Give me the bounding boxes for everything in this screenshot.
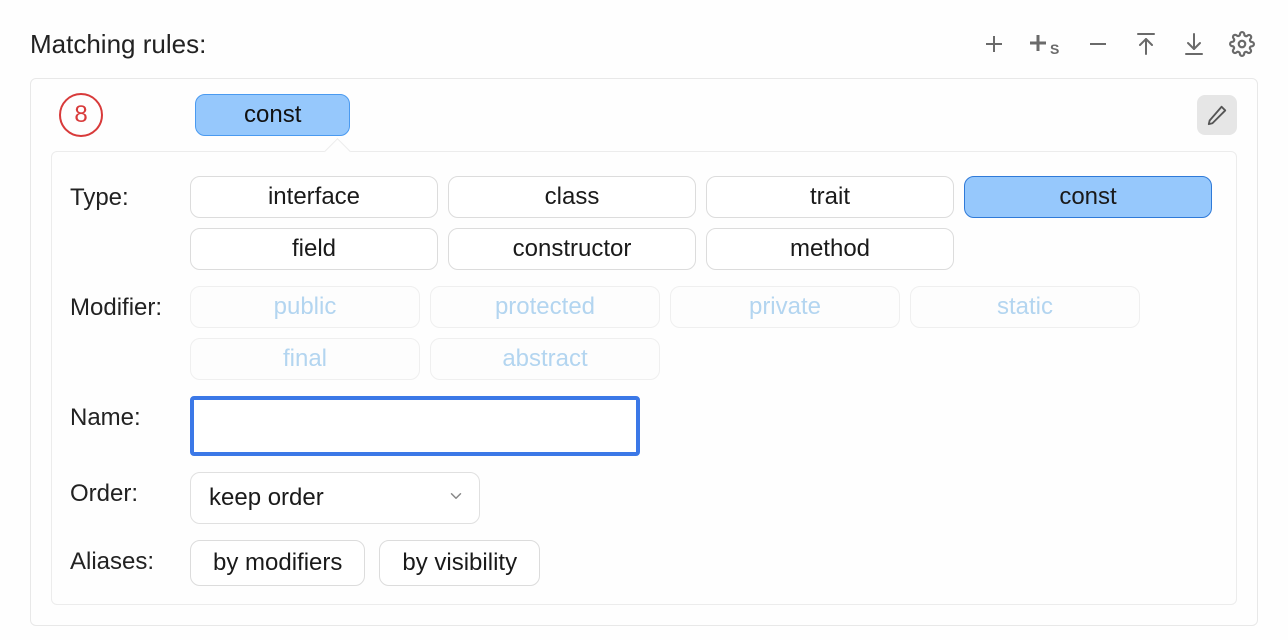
type-option-trait[interactable]: trait <box>706 176 954 218</box>
modifier-label: Modifier: <box>70 286 190 322</box>
plus-icon <box>982 32 1006 56</box>
name-input[interactable] <box>190 396 640 456</box>
add-rule-button[interactable] <box>978 28 1010 60</box>
remove-rule-button[interactable] <box>1082 28 1114 60</box>
alias-by-visibility[interactable]: by visibility <box>379 540 540 586</box>
name-label: Name: <box>70 396 190 432</box>
modifier-option-public[interactable]: public <box>190 286 420 328</box>
type-option-class[interactable]: class <box>448 176 696 218</box>
modifier-options: public protected private static final ab… <box>190 286 1218 380</box>
svg-text:S: S <box>1050 41 1059 56</box>
alias-by-modifiers[interactable]: by modifiers <box>190 540 365 586</box>
section-title: Matching rules: <box>30 29 206 60</box>
edit-rule-button[interactable] <box>1197 95 1237 135</box>
type-options: interface class trait const field constr… <box>190 176 1218 270</box>
modifier-option-protected[interactable]: protected <box>430 286 660 328</box>
rules-toolbar: S <box>978 28 1258 60</box>
modifier-option-abstract[interactable]: abstract <box>430 338 660 380</box>
rule-number-badge: 8 <box>59 93 103 137</box>
type-option-field[interactable]: field <box>190 228 438 270</box>
arrow-up-to-line-icon <box>1134 31 1158 57</box>
type-option-interface[interactable]: interface <box>190 176 438 218</box>
type-label: Type: <box>70 176 190 212</box>
order-select[interactable]: keep order <box>190 472 480 524</box>
move-down-button[interactable] <box>1178 28 1210 60</box>
aliases-label: Aliases: <box>70 540 190 576</box>
gear-icon <box>1229 31 1255 57</box>
order-selected-value: keep order <box>209 484 324 512</box>
rule-header: 8 const <box>31 79 1257 151</box>
chevron-down-icon <box>447 484 465 512</box>
settings-button[interactable] <box>1226 28 1258 60</box>
pencil-icon <box>1206 104 1228 126</box>
move-up-button[interactable] <box>1130 28 1162 60</box>
type-option-constructor[interactable]: constructor <box>448 228 696 270</box>
arrow-down-to-line-icon <box>1182 31 1206 57</box>
plus-s-icon: S <box>1028 32 1064 56</box>
order-label: Order: <box>70 472 190 508</box>
add-special-rule-button[interactable]: S <box>1026 28 1066 60</box>
modifier-option-final[interactable]: final <box>190 338 420 380</box>
type-option-const[interactable]: const <box>964 176 1212 218</box>
rule-details: Type: interface class trait const field … <box>51 151 1237 605</box>
modifier-option-static[interactable]: static <box>910 286 1140 328</box>
type-option-method[interactable]: method <box>706 228 954 270</box>
minus-icon <box>1086 32 1110 56</box>
rule-summary-chip: const <box>195 94 350 136</box>
rule-panel: 8 const Type: interface class trait cons… <box>30 78 1258 626</box>
modifier-option-private[interactable]: private <box>670 286 900 328</box>
